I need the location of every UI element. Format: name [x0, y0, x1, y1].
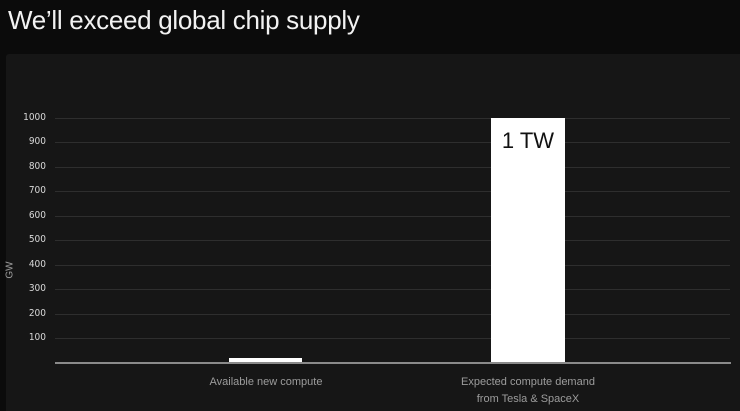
gridline-200 [55, 314, 730, 315]
gridline-700 [55, 191, 730, 192]
y-tick-1000: 1000 [23, 112, 46, 123]
x-label-expected-compute-demand: Expected compute demand from Tesla & Spa… [461, 376, 595, 405]
x-label-available-new-compute: Available new compute [209, 376, 323, 388]
gridline-1000 [55, 118, 730, 119]
bar-available-new-compute [229, 358, 302, 363]
y-tick-500: 500 [28, 234, 46, 245]
bar-annotation: 1 TW [501, 128, 555, 153]
y-tick-200: 200 [28, 308, 46, 319]
y-tick-400: 400 [28, 259, 46, 270]
slide-title: We’ll exceed global chip supply [8, 5, 360, 35]
gridline-800 [55, 167, 730, 168]
gridline-100 [55, 338, 730, 339]
x-axis-baseline [55, 362, 731, 364]
gridline-300 [55, 289, 730, 290]
gridline-600 [55, 216, 730, 217]
y-tick-800: 800 [28, 161, 46, 172]
y-tick-100: 100 [28, 332, 46, 343]
bar-expected-compute-demand: 1 TW [491, 118, 565, 363]
y-tick-600: 600 [28, 210, 46, 221]
chart-panel [6, 54, 740, 411]
y-tick-700: 700 [28, 185, 46, 196]
y-tick-300: 300 [28, 283, 46, 294]
gridline-400 [55, 265, 730, 266]
gridline-500 [55, 240, 730, 241]
y-tick-900: 900 [28, 136, 46, 147]
gridline-900 [55, 142, 730, 143]
